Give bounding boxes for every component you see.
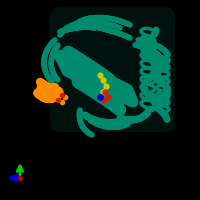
FancyArrow shape xyxy=(66,49,117,85)
FancyBboxPatch shape xyxy=(50,7,175,132)
FancyArrow shape xyxy=(68,57,119,93)
FancyArrow shape xyxy=(70,65,121,101)
